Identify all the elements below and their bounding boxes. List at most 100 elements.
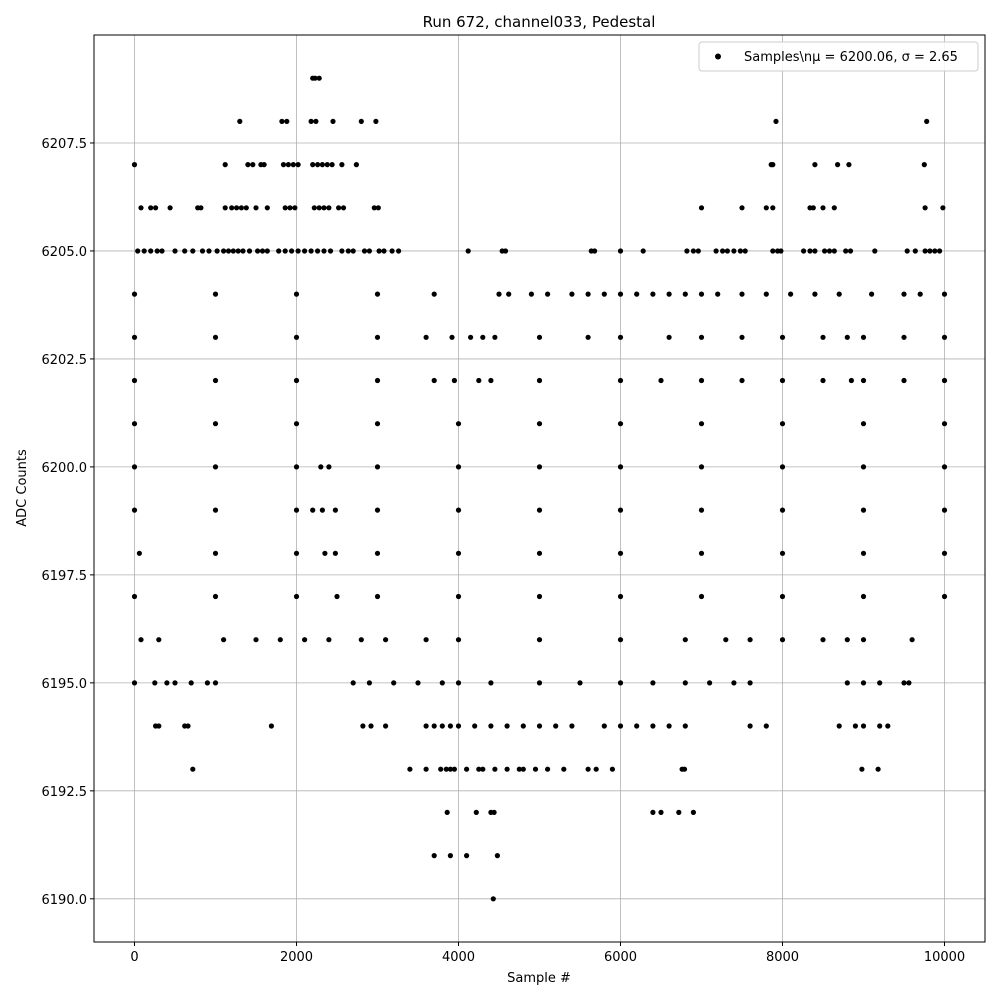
data-point [491, 809, 497, 816]
data-point [731, 248, 737, 254]
data-point [739, 205, 745, 211]
data-point [847, 248, 854, 254]
data-point [723, 637, 729, 643]
data-point [488, 377, 494, 384]
data-point [506, 291, 512, 297]
data-point [536, 637, 543, 643]
data-point [684, 248, 690, 254]
data-point [826, 248, 833, 254]
data-point [308, 248, 314, 254]
data-point [185, 723, 191, 729]
data-point [812, 162, 818, 168]
data-point [455, 421, 462, 427]
data-point [340, 205, 347, 211]
data-point [250, 162, 256, 168]
data-point [438, 766, 444, 772]
data-point [212, 507, 219, 513]
data-point [138, 637, 144, 643]
data-point [698, 464, 705, 470]
data-point [284, 118, 290, 124]
data-point [374, 334, 381, 340]
x-tick-label: 4000 [442, 950, 475, 965]
data-point [389, 248, 395, 254]
data-point [302, 637, 308, 643]
data-point [360, 723, 366, 729]
data-point [131, 334, 138, 340]
data-point [747, 680, 753, 686]
data-point [292, 205, 298, 211]
data-point [852, 723, 859, 729]
data-point [464, 766, 470, 772]
data-point [690, 248, 697, 254]
y-tick-label: 6205.0 [42, 245, 88, 260]
data-point [350, 248, 356, 254]
data-point [488, 680, 494, 686]
data-point [261, 162, 267, 168]
data-point [770, 162, 776, 168]
data-point [742, 248, 748, 254]
data-point [585, 766, 591, 772]
data-point [779, 593, 786, 600]
data-point [276, 248, 282, 254]
data-point [737, 248, 744, 254]
data-point [131, 680, 138, 686]
data-point [368, 723, 374, 729]
data-point [326, 637, 332, 643]
data-point [906, 680, 912, 686]
data-point [640, 248, 646, 254]
data-point [504, 766, 510, 772]
data-point [650, 723, 656, 729]
data-point [264, 248, 270, 254]
data-point [763, 723, 769, 729]
data-point [909, 637, 915, 643]
data-point [763, 291, 769, 297]
data-point [698, 550, 705, 556]
data-point [451, 766, 457, 772]
data-point [520, 766, 526, 772]
data-point [455, 550, 462, 556]
data-point [222, 205, 228, 211]
data-point [860, 593, 867, 600]
data-point [315, 162, 321, 168]
data-point [172, 680, 178, 686]
data-point [778, 248, 784, 254]
data-point [322, 550, 328, 556]
data-point [327, 248, 334, 254]
data-point [779, 377, 786, 384]
data-point [941, 593, 948, 600]
data-point [846, 162, 852, 168]
data-point [293, 334, 300, 340]
data-point [658, 377, 664, 384]
data-point [366, 680, 372, 686]
data-point [206, 248, 212, 254]
data-point [315, 248, 321, 254]
data-point [494, 853, 500, 859]
data-point [212, 593, 219, 600]
data-point [859, 766, 865, 772]
data-point [810, 205, 816, 211]
data-point [713, 248, 719, 254]
y-tick-label: 6190.0 [42, 893, 88, 908]
x-tick-label: 2000 [280, 950, 313, 965]
data-point [473, 809, 479, 816]
data-point [593, 766, 599, 772]
data-point [136, 550, 142, 556]
data-point [472, 723, 478, 729]
data-point [277, 637, 283, 643]
data-point [255, 248, 261, 254]
data-point [927, 248, 933, 254]
data-point [698, 291, 705, 297]
data-point [682, 680, 688, 686]
data-point [496, 291, 502, 297]
data-point [321, 248, 327, 254]
data-point [877, 723, 883, 729]
data-point [617, 593, 624, 600]
x-tick-label: 8000 [766, 950, 799, 965]
data-point [334, 593, 340, 600]
data-point [240, 248, 246, 254]
data-point [138, 205, 144, 211]
data-point [374, 507, 381, 513]
data-point [423, 334, 429, 340]
data-point [532, 766, 539, 772]
data-point [339, 162, 345, 168]
